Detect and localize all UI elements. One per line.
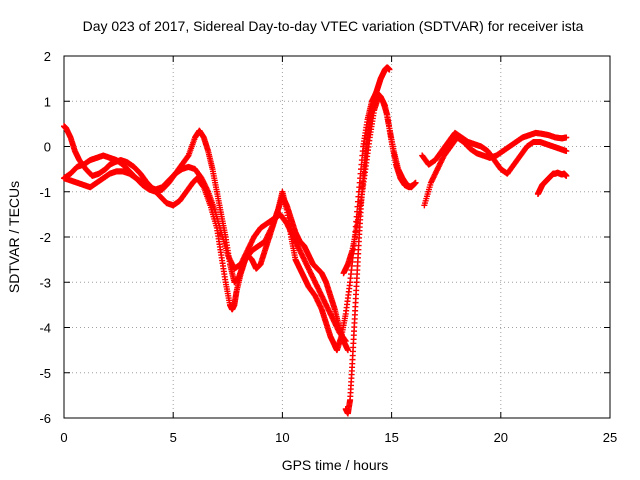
- grid-lines: [64, 56, 610, 418]
- y-tick-labels: 2 1 0 -1 -2 -3 -4 -5 -6: [39, 49, 51, 426]
- x-tick-label: 5: [170, 430, 177, 445]
- series-track-b: [61, 127, 351, 354]
- x-tick-label: 0: [60, 430, 67, 445]
- y-tick-label: -1: [39, 185, 51, 200]
- data-point: [386, 66, 393, 73]
- plot-frame: [63, 55, 611, 419]
- x-tick-label: 20: [494, 430, 508, 445]
- data-point: [563, 134, 570, 141]
- x-axis-label: GPS time / hours: [282, 457, 389, 473]
- y-tick-label: -2: [39, 230, 51, 245]
- data-point: [563, 148, 570, 155]
- data-point: [410, 181, 417, 188]
- series-track-a: [61, 89, 419, 354]
- y-tick-label: -5: [39, 366, 51, 381]
- series-track-h: [534, 169, 570, 198]
- data-point: [563, 172, 570, 179]
- x-tick-label: 10: [275, 430, 289, 445]
- y-tick-label: 2: [44, 49, 51, 64]
- data-points: [61, 64, 570, 417]
- series-track-e: [340, 93, 417, 277]
- y-tick-label: -3: [39, 275, 51, 290]
- x-tick-labels: 0 5 10 15 20 25: [60, 430, 617, 445]
- chart-title: Day 023 of 2017, Sidereal Day-to-day VTE…: [83, 18, 584, 34]
- x-tick-label: 15: [384, 430, 398, 445]
- data-point: [342, 338, 349, 345]
- y-tick-label: -6: [39, 411, 51, 426]
- series-track-c: [61, 163, 349, 345]
- y-axis-label: SDTVAR / TECUs: [6, 181, 22, 293]
- data-point: [344, 347, 351, 354]
- series-track-g: [419, 129, 570, 177]
- y-tick-label: -4: [39, 321, 51, 336]
- y-tick-label: 0: [44, 140, 51, 155]
- y-tick-label: 1: [44, 94, 51, 109]
- x-tick-label: 25: [603, 430, 617, 445]
